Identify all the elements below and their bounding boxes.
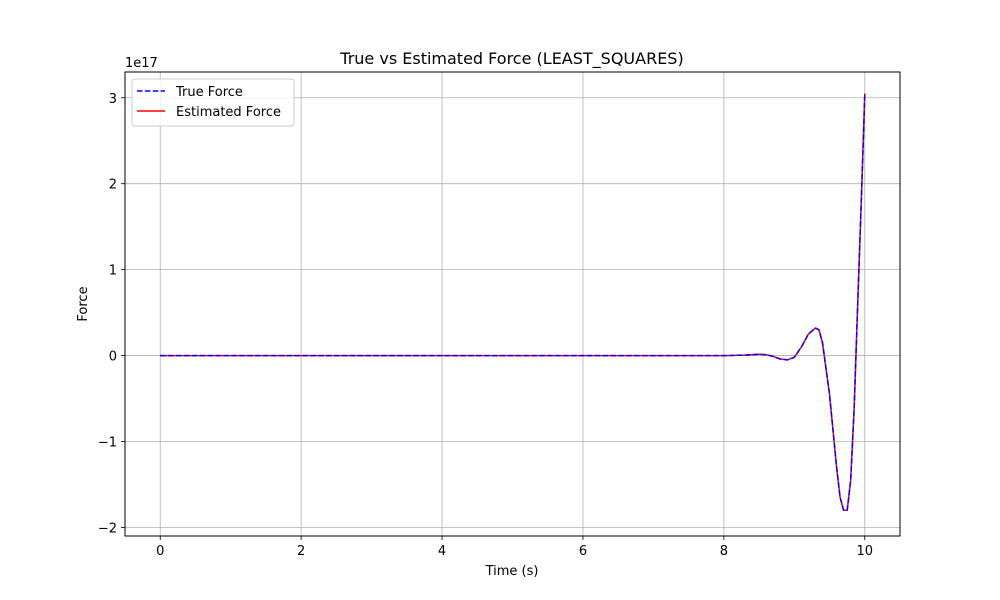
series-layer (160, 93, 866, 511)
chart-title: True vs Estimated Force (LEAST_SQUARES) (339, 49, 683, 69)
y-tick-label: 1 (109, 264, 117, 279)
legend-label-true-force: True Force (175, 85, 243, 100)
x-tick-label: 0 (156, 544, 164, 559)
legend: True Force Estimated Force (131, 78, 295, 127)
x-tick-label: 2 (297, 544, 305, 559)
y-tick-label: −1 (98, 435, 117, 450)
y-tick-label: 2 (109, 178, 117, 193)
legend-label-estimated-force: Estimated Force (176, 105, 281, 120)
y-tick-label: 0 (109, 350, 117, 365)
x-axis: 0 2 4 6 8 10 (156, 536, 873, 559)
y-axis: −2 −1 0 1 2 3 (98, 92, 125, 536)
y-axis-label: Force (76, 286, 91, 321)
y-tick-label: −2 (98, 521, 117, 536)
y-offset-label: 1e17 (125, 56, 158, 71)
x-axis-label: Time (s) (485, 564, 539, 579)
x-tick-label: 4 (438, 544, 446, 559)
x-tick-label: 6 (579, 544, 587, 559)
series-line-true-force (160, 93, 866, 511)
plot-frame (124, 71, 901, 537)
x-tick-label: 10 (856, 544, 873, 559)
x-tick-label: 8 (720, 544, 728, 559)
y-tick-label: 3 (109, 92, 117, 107)
legend-box (131, 78, 295, 127)
